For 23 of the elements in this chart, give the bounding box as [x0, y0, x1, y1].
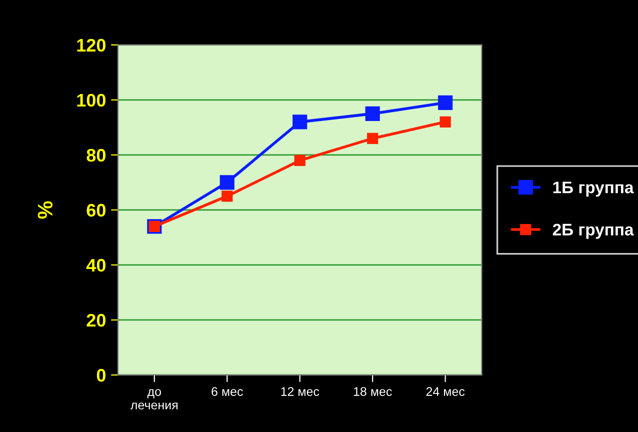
- x-tick-label: 6 мес: [212, 387, 243, 396]
- y-tick-label: 20: [86, 314, 106, 327]
- y-tick-label: 0: [96, 368, 106, 382]
- x-tick-label: до лечения: [130, 389, 178, 410]
- y-tick-label: 80: [86, 148, 106, 162]
- point: [365, 106, 380, 121]
- legend-label: 2Б группа: [552, 224, 634, 239]
- y-tick-label: 100: [77, 94, 106, 107]
- y-tick-label: 40: [86, 258, 106, 272]
- point: [294, 154, 306, 166]
- point: [440, 116, 451, 128]
- y-tick-label: 120: [77, 38, 106, 52]
- x-tick-label: 24 мес: [426, 387, 465, 396]
- point: [220, 175, 234, 190]
- legend-label: 1Б группа: [553, 182, 634, 197]
- y-axis-title: %: [38, 201, 52, 219]
- x-tick-label: 18 мес: [354, 387, 392, 396]
- point: [367, 132, 378, 144]
- point: [438, 95, 453, 110]
- y-tick-label: 60: [86, 204, 106, 217]
- point: [292, 114, 308, 130]
- point: [222, 190, 233, 202]
- x-tick-label: 12 мес: [281, 387, 320, 396]
